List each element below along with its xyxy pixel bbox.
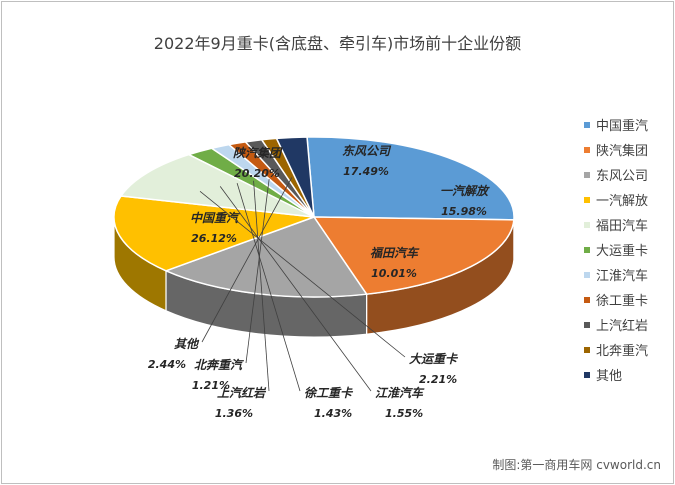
legend-item-8: 徐工重卡 (584, 287, 648, 312)
data-label-5: 福田汽车 10.01% (370, 246, 420, 280)
legend-swatch (584, 171, 590, 178)
label-name-8: 徐工重卡 (304, 386, 354, 400)
data-label-4: 一汽解放 15.98% (440, 184, 490, 218)
label-name-3: 东风公司 (342, 144, 392, 158)
legend-swatch (584, 296, 590, 303)
chart-legend: 中国重汽陕汽集团东风公司一汽解放福田汽车大运重卡江淮汽车徐工重卡上汽红岩北奔重汽… (584, 112, 648, 387)
legend-swatch (584, 321, 590, 328)
data-label-10: 北奔重汽 1.21% (192, 358, 244, 392)
label-value-7: 1.55% (385, 407, 423, 420)
legend-label: 中国重汽 (596, 119, 649, 134)
pie-labels: 中国重汽 26.12% 陕汽集团 20.20% 东风公司 17.49% 一汽解放 15.98%… (148, 144, 490, 420)
legend-item-7: 江淮汽车 (584, 262, 648, 287)
pie-slice-11 (275, 136, 315, 218)
data-label-1: 中国重汽 26.12% (190, 211, 240, 245)
legend-swatch (584, 271, 590, 278)
legend-swatch (584, 371, 590, 378)
label-value-4: 15.98% (441, 205, 487, 218)
legend-item-2: 陕汽集团 (584, 137, 648, 162)
label-value-5: 10.01% (371, 267, 417, 280)
data-label-6: 大运重卡 2.21% (409, 352, 459, 386)
legend-item-11: 其他 (584, 362, 648, 387)
data-label-2: 陕汽集团 20.20% (233, 146, 283, 180)
pie-slice-5 (120, 153, 315, 218)
label-name-5: 福田汽车 (370, 246, 420, 260)
legend-label: 北奔重汽 (596, 344, 649, 359)
legend-item-9: 上汽红岩 (584, 312, 648, 337)
legend-label: 徐工重卡 (596, 294, 649, 309)
pie-slice-4 (113, 195, 315, 272)
label-value-9: 1.36% (215, 407, 253, 420)
legend-item-1: 中国重汽 (584, 112, 648, 137)
legend-label: 其他 (596, 369, 623, 384)
legend-item-3: 东风公司 (584, 162, 648, 187)
label-name-2: 陕汽集团 (233, 146, 283, 160)
leader-line-10 (245, 178, 270, 364)
legend-item-4: 一汽解放 (584, 187, 648, 212)
leader-line-6 (199, 190, 406, 358)
legend-swatch (584, 121, 590, 128)
pie-slice-2 (313, 216, 515, 295)
legend-swatch (584, 246, 590, 253)
label-name-10: 北奔重汽 (194, 358, 244, 372)
legend-item-6: 大运重卡 (584, 237, 648, 262)
data-label-3: 东风公司 17.49% (342, 144, 392, 178)
label-value-3: 17.49% (343, 165, 389, 178)
label-value-2: 20.20% (234, 167, 280, 180)
label-name-11: 其他 (174, 337, 200, 351)
leader-line-9 (253, 180, 270, 392)
legend-swatch (584, 146, 590, 153)
pie-tops (113, 136, 515, 298)
legend-swatch (584, 221, 590, 228)
label-name-9: 上汽红岩 (217, 386, 267, 400)
pie-slice-3 (165, 216, 368, 298)
pie-slice-1 (306, 136, 515, 221)
legend-item-10: 北奔重汽 (584, 337, 648, 362)
legend-label: 陕汽集团 (596, 144, 649, 159)
leader-line-7 (219, 186, 372, 392)
label-value-10: 1.21% (192, 379, 230, 392)
label-value-11: 2.44% (148, 358, 186, 371)
label-name-1: 中国重汽 (190, 211, 240, 225)
legend-item-5: 福田汽车 (584, 212, 648, 237)
label-name-7: 江淮汽车 (375, 386, 425, 400)
data-label-7: 江淮汽车 1.55% (375, 386, 425, 420)
label-value-6: 2.21% (419, 373, 457, 386)
leader-line-8 (236, 183, 301, 392)
legend-label: 一汽解放 (596, 194, 649, 209)
legend-label: 江淮汽车 (596, 269, 649, 284)
data-label-8: 徐工重卡 1.43% (304, 386, 354, 420)
legend-swatch (584, 346, 590, 353)
legend-label: 东风公司 (596, 169, 649, 184)
chart-title: 2022年9月重卡(含底盘、牵引车)市场前十企业份额 (153, 34, 522, 53)
legend-label: 福田汽车 (596, 219, 649, 234)
source-note: 制图:第一商用车网 cvworld.cn (492, 458, 661, 472)
label-name-6: 大运重卡 (409, 352, 459, 366)
data-label-11: 其他 2.44% (148, 337, 200, 371)
label-value-1: 26.12% (191, 232, 237, 245)
legend-label: 上汽红岩 (596, 319, 649, 334)
data-label-9: 上汽红岩 1.36% (215, 386, 267, 420)
leader-line-11 (201, 177, 293, 343)
legend-label: 大运重卡 (596, 244, 649, 259)
legend-swatch (584, 196, 590, 203)
label-name-4: 一汽解放 (440, 184, 490, 198)
label-value-8: 1.43% (314, 407, 352, 420)
